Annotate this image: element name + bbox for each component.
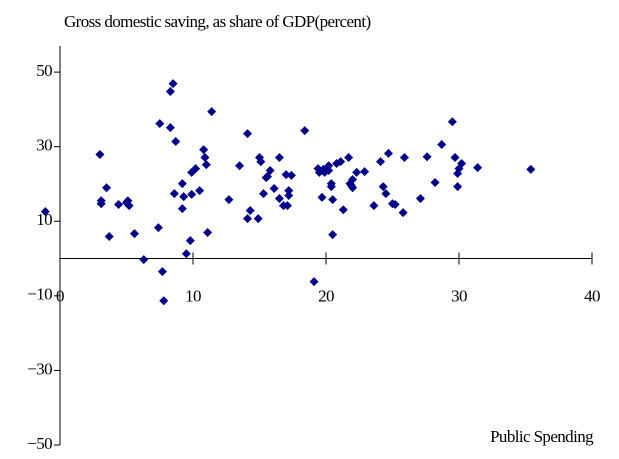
point — [102, 183, 112, 193]
point — [256, 157, 266, 167]
point — [328, 230, 338, 240]
point — [284, 186, 294, 196]
point — [253, 214, 263, 224]
x-tick-label: 10 — [185, 286, 201, 305]
point — [274, 194, 284, 204]
point — [328, 195, 338, 205]
point — [384, 148, 394, 158]
point — [243, 129, 253, 139]
point — [286, 170, 296, 180]
point — [153, 223, 163, 233]
point — [203, 227, 213, 237]
y-tick-label: −10 — [27, 285, 52, 304]
point — [378, 182, 388, 192]
point — [398, 208, 408, 218]
point — [282, 201, 292, 211]
point — [324, 161, 334, 171]
point — [199, 145, 209, 155]
x-tick-label: 30 — [451, 286, 467, 305]
point — [422, 152, 432, 162]
y-tick-label: −30 — [27, 359, 52, 378]
point — [526, 164, 536, 174]
y-tick-label: −50 — [27, 434, 52, 453]
point — [155, 119, 165, 129]
point — [114, 199, 124, 209]
point — [457, 158, 467, 168]
point — [104, 232, 114, 242]
point — [437, 139, 447, 149]
point — [168, 79, 178, 89]
point — [95, 150, 105, 160]
point — [171, 136, 181, 146]
point — [326, 182, 336, 192]
point — [139, 255, 149, 265]
point — [344, 152, 354, 162]
point — [281, 170, 291, 180]
point — [336, 157, 346, 167]
point — [207, 107, 217, 117]
point — [369, 201, 379, 211]
x-tick-label: 40 — [584, 286, 600, 305]
point — [177, 179, 187, 189]
point — [300, 126, 310, 136]
point — [243, 214, 253, 224]
point — [159, 296, 169, 306]
point — [265, 166, 275, 176]
point — [185, 236, 195, 246]
point — [376, 157, 386, 167]
point — [284, 191, 294, 201]
point — [165, 123, 175, 133]
point — [399, 152, 409, 162]
chart-title: Gross domestic saving, as share of GDP(p… — [64, 12, 371, 31]
point — [177, 204, 187, 214]
point — [453, 182, 463, 192]
point — [187, 189, 197, 199]
point — [165, 86, 175, 96]
x-tick-label: 0 — [56, 286, 64, 305]
point — [195, 186, 205, 196]
point — [191, 164, 201, 174]
point — [450, 152, 460, 162]
point — [274, 152, 284, 162]
point — [129, 229, 139, 239]
point — [269, 183, 279, 193]
point — [348, 183, 358, 193]
point — [40, 207, 50, 217]
point — [447, 117, 457, 127]
point — [360, 167, 370, 177]
point — [348, 174, 358, 184]
point — [200, 152, 210, 162]
point — [415, 194, 425, 204]
point — [96, 196, 106, 206]
y-tick-label: 30 — [36, 136, 52, 155]
point — [169, 189, 179, 199]
point — [390, 199, 400, 209]
point — [235, 161, 245, 171]
point — [123, 196, 133, 206]
point — [430, 177, 440, 187]
y-tick-label: 50 — [36, 61, 52, 80]
point — [258, 189, 268, 199]
point — [381, 189, 391, 199]
point — [181, 249, 191, 259]
point — [473, 163, 483, 173]
x-axis-title: Public Spending — [490, 427, 594, 446]
x-tick-label: 20 — [318, 286, 334, 305]
point — [338, 205, 348, 215]
point — [352, 167, 362, 177]
point — [324, 166, 334, 176]
point — [245, 205, 255, 215]
point — [317, 192, 327, 202]
point — [179, 192, 189, 202]
point — [157, 267, 167, 277]
y-tick-label: 10 — [36, 210, 52, 229]
point — [224, 195, 234, 205]
point — [309, 277, 319, 287]
point — [201, 160, 211, 170]
